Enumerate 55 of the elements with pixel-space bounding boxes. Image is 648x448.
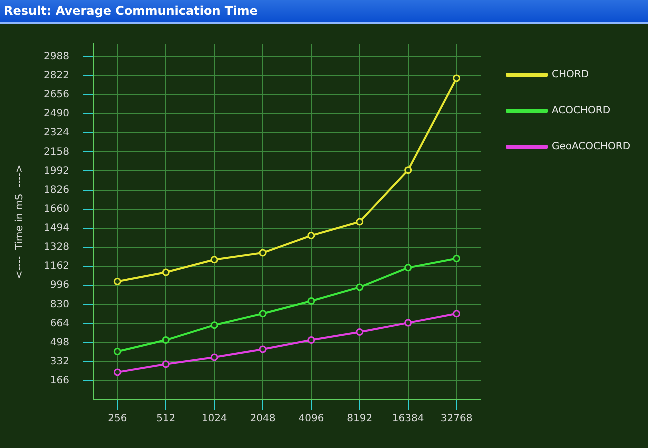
y-axis-title: <---- Time in mS ----> [14, 164, 26, 280]
legend-label: CHORD [552, 70, 590, 81]
y-tick-label: 1162 [44, 261, 70, 272]
point [210, 256, 218, 264]
x-tick-label: 1024 [202, 414, 228, 425]
point [404, 166, 412, 174]
x-tick-label: 4096 [298, 414, 324, 425]
point [162, 336, 170, 344]
point [259, 249, 267, 257]
y-tick-label: 2822 [44, 70, 70, 82]
legend-label: ACOCHORD [552, 106, 611, 117]
point [114, 368, 122, 376]
y-tick-label: 1660 [44, 204, 70, 215]
point [404, 264, 412, 272]
point [162, 268, 170, 276]
point [453, 310, 461, 318]
y-tick-label: 2988 [44, 51, 70, 62]
point [453, 74, 461, 82]
chart-title: Result: Average Communication Time [0, 0, 648, 24]
point [453, 255, 461, 262]
point [114, 278, 122, 286]
y-tick-label: 2158 [44, 146, 70, 158]
point [259, 346, 267, 354]
x-tick-label: 512 [156, 414, 176, 425]
x-tick-label: 256 [108, 414, 128, 425]
y-tick-label: 1494 [44, 223, 70, 234]
point [259, 310, 267, 318]
y-tick-label: 166 [50, 376, 70, 387]
y-tick-label: 1328 [44, 242, 70, 254]
point [356, 218, 364, 226]
x-tick-label: 2048 [250, 414, 276, 425]
point [404, 319, 412, 327]
x-tick-label: 32768 [440, 414, 473, 425]
point [356, 328, 364, 336]
point [356, 284, 364, 292]
y-tick-label: 1826 [44, 184, 70, 196]
point [308, 336, 316, 344]
y-tick-label: 332 [50, 356, 70, 368]
point [308, 232, 316, 240]
point [308, 297, 316, 305]
point [210, 322, 218, 330]
y-tick-label: 830 [50, 299, 70, 310]
y-tick-label: 996 [50, 280, 70, 292]
x-tick-label: 8192 [347, 414, 373, 425]
x-tick-label: 16384 [392, 414, 424, 425]
y-tick-label: 2490 [44, 108, 70, 120]
y-tick-label: 664 [50, 318, 70, 330]
y-tick-label: 2656 [44, 90, 70, 101]
point [114, 348, 122, 356]
y-tick-label: 498 [50, 337, 70, 348]
point [162, 360, 170, 368]
y-tick-label: 2324 [44, 128, 70, 139]
legend-label: GeoACOCHORD [552, 142, 631, 153]
y-tick-label: 1992 [44, 166, 70, 177]
point [210, 354, 218, 362]
